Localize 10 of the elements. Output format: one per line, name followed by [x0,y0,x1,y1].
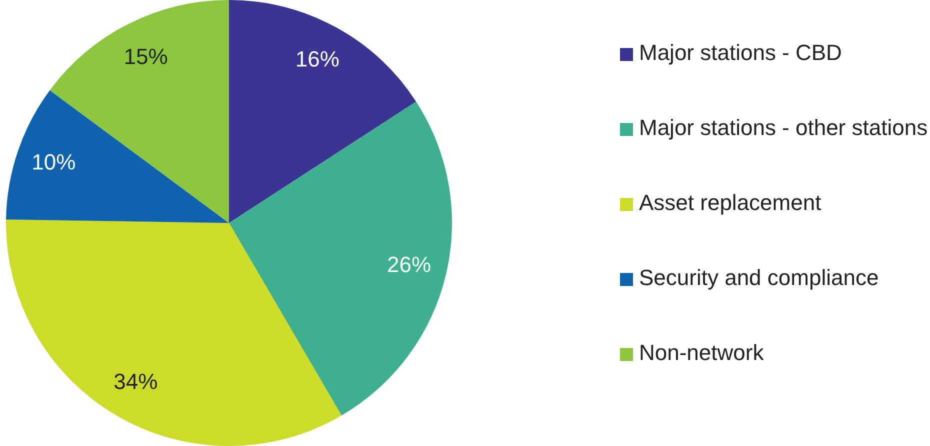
legend-label: Security and compliance [639,265,879,291]
legend-label: Major stations - other stations [639,115,928,141]
legend-label: Major stations - CBD [639,40,842,66]
data-label: 26% [387,252,432,277]
data-label: 10% [32,150,76,175]
legend-label: Asset replacement [639,190,822,216]
data-label: 34% [114,368,158,394]
data-label: 15% [124,44,168,69]
data-label: 16% [295,46,340,72]
legend-label: Non-network [639,340,764,366]
